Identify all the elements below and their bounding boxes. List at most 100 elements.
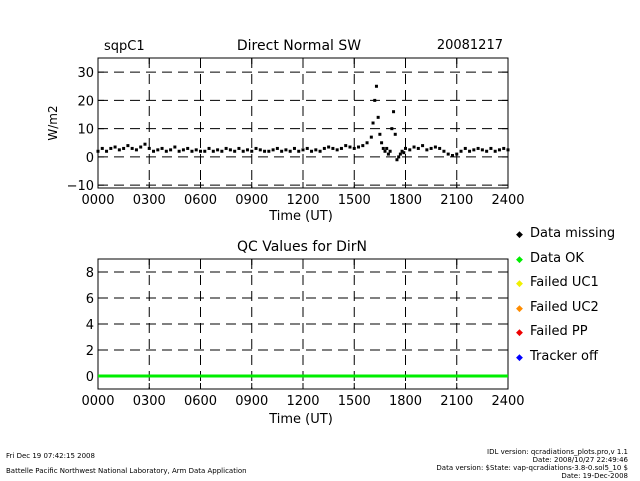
data-point <box>365 141 369 145</box>
legend-item: ◆ Failed UC1 <box>514 275 638 300</box>
data-point <box>109 146 113 150</box>
data-point <box>502 146 506 150</box>
data-point <box>480 148 484 152</box>
data-point <box>233 149 237 153</box>
direct-normal-sw-panel: sqpC1 Direct Normal SW 20081217 W/m2 Tim… <box>46 38 525 224</box>
y-tick-label: 30 <box>77 66 94 81</box>
x-tick-label: 0000 <box>81 394 114 409</box>
data-point <box>134 148 138 152</box>
data-point <box>237 146 241 150</box>
x-tick-label: 1200 <box>286 193 319 208</box>
legend-item: ◆ Failed PP <box>514 324 638 349</box>
x-tick-label: 1500 <box>338 193 371 208</box>
y-tick-label: −10 <box>67 179 94 194</box>
x-tick-label: 0600 <box>184 193 217 208</box>
footer-idl-date: Date: 2008/10/27 22:49:46 <box>532 456 628 464</box>
data-point <box>463 146 467 150</box>
legend-diamond-icon: ◆ <box>516 352 523 363</box>
data-point <box>493 149 497 153</box>
data-point <box>335 148 339 152</box>
data-point <box>376 115 380 119</box>
legend-item: ◆ Tracker off <box>514 349 638 374</box>
data-point <box>450 154 454 157</box>
legend-diamond-icon: ◆ <box>516 303 523 314</box>
data-point <box>485 149 489 153</box>
y-tick-label: 6 <box>86 292 94 307</box>
data-point <box>173 145 177 149</box>
x-tick-label: 2400 <box>491 394 524 409</box>
data-point <box>211 149 215 153</box>
data-point <box>220 149 224 153</box>
date-label: 20081217 <box>437 38 503 53</box>
y-tick-label: 0 <box>86 151 94 166</box>
data-point <box>228 148 232 152</box>
data-point <box>105 149 109 153</box>
qc-legend: ◆ Data missing ◆ Data OK ◆ Failed UC1 ◆ … <box>514 226 638 373</box>
data-point <box>203 149 207 153</box>
x-tick-label: 0900 <box>235 394 268 409</box>
data-point <box>117 148 121 152</box>
data-point <box>310 149 314 153</box>
y-tick-label: 2 <box>86 344 94 359</box>
data-point <box>288 149 292 153</box>
y-tick-label: 20 <box>77 94 94 109</box>
data-point <box>339 146 343 150</box>
data-point <box>152 149 156 153</box>
data-point <box>169 148 173 152</box>
data-point <box>404 146 407 150</box>
data-point <box>433 145 437 149</box>
data-point <box>322 146 326 150</box>
data-point <box>395 158 399 162</box>
data-point <box>224 146 228 150</box>
data-point <box>143 142 147 146</box>
footer-organization: Battelle Pacific Northwest National Labo… <box>6 467 247 475</box>
x-tick-label: 0900 <box>235 193 268 208</box>
data-point <box>292 146 296 150</box>
data-point <box>468 149 472 153</box>
y-tick-label: 4 <box>86 318 94 333</box>
data-point <box>344 144 348 148</box>
footer-idl-version: IDL version: qcradiations_plots.pro,v 1.… <box>487 448 628 456</box>
data-point <box>381 146 385 150</box>
data-point <box>455 152 459 156</box>
data-point <box>416 146 420 150</box>
legend-item: ◆ Failed UC2 <box>514 300 638 325</box>
data-point <box>258 148 262 152</box>
y-axis-label: W/m2 <box>46 105 60 140</box>
data-point <box>373 98 377 102</box>
x-tick-label: 0000 <box>81 193 114 208</box>
legend-label: Data missing <box>530 226 616 241</box>
data-point <box>245 148 249 152</box>
data-point <box>314 148 318 152</box>
data-point <box>383 149 387 153</box>
data-point <box>301 148 305 152</box>
data-point <box>378 132 382 136</box>
x-tick-label: 0600 <box>184 394 217 409</box>
data-point <box>489 146 493 150</box>
data-point <box>380 141 384 145</box>
data-point <box>369 135 373 139</box>
qc-values-panel: QC Values for DirN Time (UT) 0000 0300 060… <box>81 239 524 427</box>
y-tick-label: 8 <box>86 266 94 281</box>
data-point <box>160 146 164 150</box>
data-point <box>421 144 425 148</box>
x-axis-label-bottom: Time (UT) <box>268 412 333 427</box>
data-point <box>96 149 100 153</box>
data-point <box>271 148 275 152</box>
data-point <box>241 149 245 153</box>
data-point <box>357 145 361 149</box>
data-point <box>331 146 335 150</box>
data-point <box>156 148 160 152</box>
data-point <box>199 149 202 153</box>
x-tick-label: 1800 <box>389 394 422 409</box>
x-tick-label: 2100 <box>440 394 473 409</box>
data-point <box>130 146 134 150</box>
footer-data-version: Data version: $State: vap-qcradiations-3… <box>436 464 628 472</box>
x-tick-label: 2400 <box>491 193 524 208</box>
data-point <box>267 149 271 153</box>
data-point <box>275 146 279 150</box>
data-point <box>446 152 450 156</box>
data-point <box>393 132 397 136</box>
data-point <box>398 152 402 156</box>
